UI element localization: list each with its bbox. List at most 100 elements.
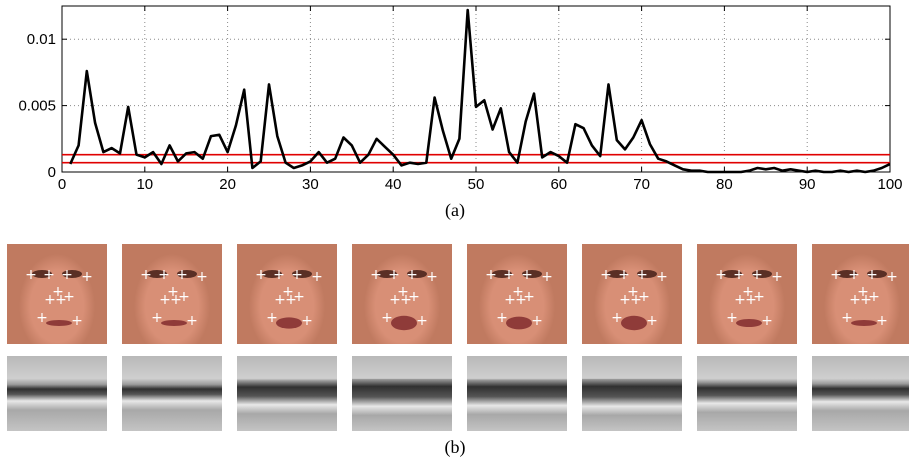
landmark-marker: +	[618, 267, 630, 283]
landmark-marker: +	[761, 313, 773, 329]
landmark-marker: +	[627, 284, 639, 300]
eye-shape	[147, 270, 167, 278]
eye-shape	[177, 270, 197, 278]
mouth-shape	[46, 320, 72, 326]
landmark-marker: +	[400, 292, 412, 308]
landmark-marker: +	[630, 292, 642, 308]
landmark-marker: +	[512, 284, 524, 300]
x-tick-label: 0	[58, 176, 66, 193]
landmark-marker: +	[381, 310, 393, 326]
caption-b: (b)	[444, 437, 466, 457]
face-frame: + + + + + + + + + +	[122, 244, 222, 344]
landmark-marker: +	[151, 310, 163, 326]
landmark-marker: +	[600, 267, 612, 283]
face-frame: + + + + + + + + + +	[467, 244, 567, 344]
mouth-shape	[736, 319, 762, 327]
landmark-marker: +	[715, 267, 727, 283]
landmark-marker: +	[619, 292, 631, 308]
eye-shape	[607, 270, 627, 278]
landmark-marker: +	[274, 292, 286, 308]
plot-frame	[61, 5, 891, 173]
mouth-shape	[506, 316, 532, 330]
face-frame: + + + + + + + + + +	[697, 244, 797, 344]
landmark-marker: +	[266, 310, 278, 326]
face-frame: + + + + + + + + + +	[237, 244, 337, 344]
lip-crop	[582, 356, 682, 431]
landmark-marker: +	[868, 289, 880, 305]
x-tick-label: 40	[385, 176, 402, 193]
landmark-marker: +	[158, 267, 170, 283]
landmark-marker: +	[753, 289, 765, 305]
eye-shape	[262, 270, 282, 278]
face-overlay: + + + ++ ++++ +	[25, 267, 93, 329]
landmark-marker: +	[726, 310, 738, 326]
landmark-marker: +	[771, 269, 783, 285]
face-frame: + + + + + + + + + +	[582, 244, 682, 344]
eye-shape	[867, 270, 887, 278]
landmark-marker: +	[61, 267, 73, 283]
eye-shape	[637, 270, 657, 278]
eye-shape	[492, 270, 512, 278]
landmark-marker: +	[301, 313, 313, 329]
mouth-shape	[276, 317, 302, 329]
landmark-marker: +	[273, 267, 285, 283]
landmark-marker: +	[170, 292, 182, 308]
landmark-marker: +	[866, 267, 878, 283]
landmark-marker: +	[734, 292, 746, 308]
eye-shape	[407, 270, 427, 278]
landmark-marker: +	[656, 269, 668, 285]
landmark-marker: +	[285, 292, 297, 308]
tick-labels: 0 10 20 30 40 50 60 70 80 90 100 0 0.005 0.01	[18, 31, 902, 193]
face-overlay: + + + ++ ++++ +	[600, 267, 668, 331]
landmark-marker: +	[140, 267, 152, 283]
landmark-marker: +	[43, 267, 55, 283]
caption-a: (a)	[445, 200, 465, 220]
landmark-marker: +	[886, 269, 898, 285]
face-overlay: + + + ++ ++++ +	[370, 267, 438, 331]
landmark-marker: +	[52, 284, 64, 300]
y-tick-label: 0.01	[27, 31, 56, 48]
landmark-marker: +	[196, 269, 208, 285]
landmark-marker: +	[311, 269, 323, 285]
eye-shape	[292, 270, 312, 278]
eye-shape	[32, 270, 52, 278]
eye-shape	[522, 270, 542, 278]
face-overlay: + + + ++ ++++ +	[830, 267, 898, 329]
landmark-marker: +	[751, 267, 763, 283]
landmark-marker: +	[531, 313, 543, 329]
landmark-marker: +	[397, 284, 409, 300]
eye-shape	[722, 270, 742, 278]
eye-shape	[837, 270, 857, 278]
lip-crop	[812, 356, 909, 431]
landmark-marker: +	[841, 310, 853, 326]
landmark-marker: +	[541, 269, 553, 285]
landmark-marker: +	[860, 292, 872, 308]
mouth-shape	[621, 315, 647, 331]
x-tick-label: 10	[136, 176, 153, 193]
landmark-marker: +	[876, 313, 888, 329]
landmark-marker: +	[178, 289, 190, 305]
x-tick-label: 100	[877, 176, 902, 193]
mouth-shape	[851, 320, 877, 326]
landmark-marker: +	[36, 310, 48, 326]
landmark-marker: +	[638, 289, 650, 305]
landmark-marker: +	[389, 292, 401, 308]
x-tick-label: 90	[799, 176, 816, 193]
landmark-marker: +	[44, 292, 56, 308]
landmark-marker: +	[81, 269, 93, 285]
face-frame: + + + + + + + + + +	[7, 244, 107, 344]
landmark-marker: +	[733, 267, 745, 283]
landmark-marker: +	[291, 267, 303, 283]
landmark-marker: +	[282, 284, 294, 300]
landmark-marker: +	[388, 267, 400, 283]
line-chart: 0 10 20 30 40 50 60 70 80 90 100 0 0.005 0.01	[18, 5, 903, 193]
lip-crop	[697, 356, 797, 431]
mouth-shape	[161, 320, 187, 326]
landmark-marker: +	[159, 292, 171, 308]
lip-crop	[237, 356, 337, 431]
face-overlay: + + + ++ ++++ +	[140, 267, 208, 329]
landmark-marker: +	[408, 289, 420, 305]
landmark-marker: +	[849, 292, 861, 308]
chart-grid	[61, 6, 891, 173]
x-tick-label: 30	[302, 176, 319, 193]
